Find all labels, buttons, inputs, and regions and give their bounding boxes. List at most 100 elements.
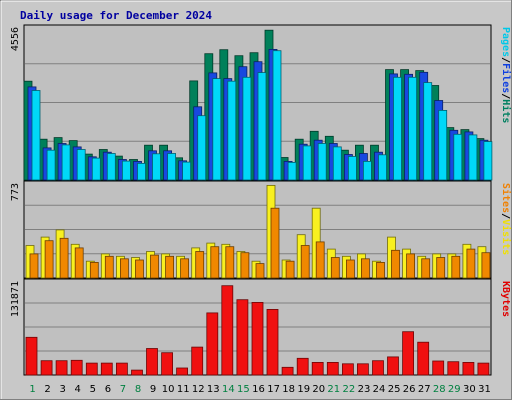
- bar-sites-day-23: [360, 258, 370, 279]
- bar-kbytes-day-23: [356, 363, 369, 376]
- bar-kbytes-day-8: [131, 369, 143, 376]
- bar-kbytes-day-1: [25, 336, 38, 376]
- x-tick-label: 18: [282, 384, 295, 395]
- bar-kbytes-day-13: [206, 312, 219, 376]
- bar-sites-day-5: [89, 261, 99, 279]
- x-tick-label: 17: [267, 384, 280, 395]
- bar-kbytes-day-11: [176, 367, 189, 376]
- bar-kbytes-day-29: [447, 361, 460, 376]
- bar-kbytes-day-27: [417, 341, 430, 376]
- bar-sites-day-6: [104, 255, 114, 279]
- x-tick-label: 24: [373, 384, 386, 395]
- bar-kbytes-day-24: [372, 360, 384, 376]
- bar-pages-day-8: [137, 162, 146, 181]
- bar-kbytes-day-9: [146, 348, 158, 376]
- panel-legend: KBytes: [500, 281, 511, 317]
- bar-kbytes-day-5: [85, 362, 98, 376]
- bar-pages-day-23: [362, 160, 372, 181]
- bar-sites-day-22: [345, 259, 355, 279]
- bar-pages-day-24: [378, 154, 387, 181]
- bar-sites-day-16: [255, 263, 265, 279]
- y-max-label: 131871: [10, 281, 21, 317]
- bar-sites-day-7: [120, 258, 129, 279]
- bar-sites-day-18: [285, 260, 295, 279]
- bar-sites-day-9: [150, 254, 159, 279]
- bar-pages-day-13: [212, 78, 222, 181]
- bar-pages-day-21: [332, 146, 342, 181]
- bar-pages-day-28: [438, 110, 448, 181]
- bar-sites-day-21: [330, 257, 340, 279]
- panel-legend: Pages/Files/Hits: [500, 27, 512, 123]
- bar-pages-day-2: [46, 149, 56, 181]
- x-tick-label: 13: [207, 384, 220, 395]
- bar-kbytes-day-16: [251, 301, 264, 376]
- chart-title: Daily usage for December 2024: [20, 9, 212, 22]
- legend-entry: KBytes: [500, 281, 511, 317]
- bar-kbytes-day-19: [296, 357, 309, 376]
- bar-sites-day-30: [466, 248, 476, 279]
- x-tick-label: 1: [29, 384, 35, 395]
- bar-sites-day-28: [436, 257, 446, 279]
- panel-hits-files-pages: 4556 Pages/Files/Hits: [10, 24, 512, 181]
- bar-sites-day-20: [315, 241, 325, 279]
- bar-pages-day-1: [31, 90, 41, 181]
- bar-sites-day-3: [59, 237, 69, 279]
- x-tick-label: 11: [177, 384, 190, 395]
- bar-sites-day-19: [300, 245, 310, 279]
- x-tick-label: 31: [478, 384, 491, 395]
- x-tick-label: 23: [358, 384, 371, 395]
- bar-kbytes-day-25: [387, 356, 399, 376]
- bar-kbytes-day-30: [462, 361, 475, 376]
- bar-kbytes-day-22: [341, 363, 354, 376]
- y-max-label: 4556: [10, 27, 21, 51]
- bar-pages-day-19: [302, 145, 312, 181]
- bar-sites-day-11: [180, 258, 190, 279]
- x-tick-label: 2: [44, 384, 50, 395]
- x-tick-label: 30: [463, 384, 476, 395]
- x-tick-label: 16: [252, 384, 265, 395]
- bar-pages-day-20: [317, 143, 327, 181]
- x-tick-label: 8: [135, 384, 141, 395]
- bar-pages-day-9: [152, 153, 161, 181]
- bar-pages-day-10: [167, 153, 177, 181]
- bar-sites-day-31: [481, 252, 491, 279]
- legend-entry: /: [500, 93, 511, 99]
- bar-pages-day-29: [453, 133, 463, 181]
- panel-kbytes: 131871 KBytes: [10, 278, 511, 376]
- legend-entry: Pages: [500, 27, 511, 57]
- bar-pages-day-17: [272, 50, 282, 181]
- bar-kbytes-day-4: [70, 359, 83, 376]
- bar-sites-day-2: [44, 240, 54, 279]
- bar-pages-day-18: [287, 161, 297, 181]
- legend-entry: /: [500, 213, 511, 219]
- x-tick-label: 26: [403, 384, 416, 395]
- x-tick-label: 10: [162, 384, 175, 395]
- bar-sites-day-15: [240, 252, 250, 279]
- legend-entry: Files: [500, 63, 512, 93]
- bar-kbytes-day-3: [55, 360, 68, 376]
- bar-pages-day-15: [242, 76, 252, 181]
- x-tick-label: 12: [192, 384, 205, 395]
- x-tick-label: 7: [120, 384, 126, 395]
- x-tick-label: 15: [237, 384, 250, 395]
- legend-entry: Sites: [500, 183, 512, 213]
- bar-sites-day-27: [421, 258, 431, 279]
- bar-sites-day-12: [195, 251, 205, 279]
- x-tick-label: 20: [312, 384, 325, 395]
- bar-kbytes-day-31: [477, 362, 490, 376]
- bar-pages-day-3: [61, 144, 71, 181]
- bar-kbytes-day-14: [221, 285, 234, 376]
- x-tick-label: 21: [327, 384, 340, 395]
- bar-pages-day-12: [197, 115, 207, 181]
- legend-entry: Hits: [500, 99, 512, 123]
- bar-kbytes-day-28: [432, 360, 445, 376]
- x-tick-label: 22: [343, 384, 356, 395]
- bar-pages-day-14: [227, 80, 237, 181]
- bar-pages-day-26: [408, 76, 418, 181]
- bar-pages-day-22: [347, 156, 357, 181]
- x-tick-label: 5: [90, 384, 96, 395]
- x-axis-day-labels: 1 2 3 4 5 6 7 8 9 10 11 12 13 14 15 16 17 18 19 20 21 22 23 24 2…: [29, 384, 491, 395]
- bar-kbytes-day-12: [191, 346, 204, 376]
